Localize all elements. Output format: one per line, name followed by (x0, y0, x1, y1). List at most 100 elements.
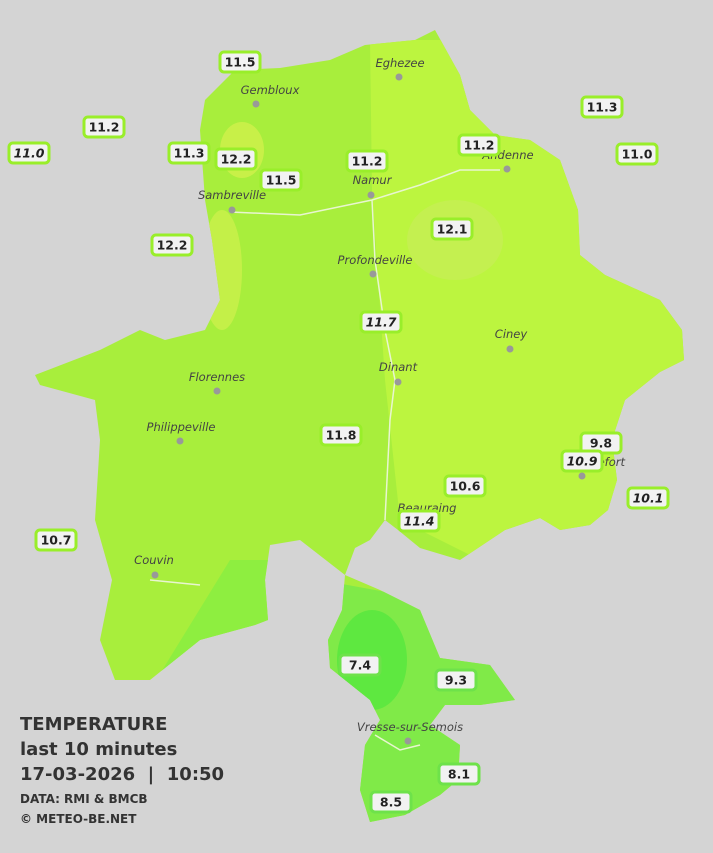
station-value: 9.8 (590, 436, 612, 451)
station-value: 7.4 (349, 658, 371, 673)
station-value: 11.5 (266, 173, 297, 188)
city-name: Ciney (495, 327, 528, 341)
stations: 11.5 11.2 11.0 11.3 12.2 11.5 11.2 11.2 11.3 11.0… (7, 50, 670, 814)
city-dot (503, 165, 511, 173)
station-box (626, 486, 670, 510)
station-box (443, 474, 487, 498)
legend-copyright: © METEO-BE.NET (20, 812, 137, 826)
city-name: Vresse-sur-Semois (357, 720, 463, 734)
station: 11.2 (345, 149, 389, 173)
city-name: Florennes (189, 370, 245, 384)
station: 8.5 (369, 790, 413, 814)
city-dot (369, 270, 377, 278)
city-dot (213, 387, 221, 395)
station-box (34, 528, 78, 552)
station-box (359, 310, 403, 334)
station-value: 11.8 (326, 428, 357, 443)
station-box (580, 95, 624, 119)
city-dot (395, 73, 403, 81)
station-box (369, 790, 413, 814)
station: 11.3 (580, 95, 624, 119)
station: 10.6 (443, 474, 487, 498)
station-value: 11.7 (366, 315, 397, 330)
station-box (345, 149, 389, 173)
station: 12.1 (430, 217, 474, 241)
station-box (560, 449, 604, 473)
station: 11.7 (359, 310, 403, 334)
station-box (615, 142, 659, 166)
station: 8.1 (437, 762, 481, 786)
cool-zone (320, 580, 530, 822)
station-box (167, 141, 211, 165)
station: 9.8 (579, 431, 623, 455)
city-dot (151, 571, 159, 579)
station: 11.8 (319, 423, 363, 447)
station-value: 12.1 (437, 222, 468, 237)
station-value: 11.2 (352, 154, 383, 169)
legend-source: DATA: RMI & BMCB (20, 792, 148, 806)
station-value: 11.2 (464, 138, 495, 153)
station-value: 11.0 (14, 146, 45, 161)
station-value: 12.2 (157, 238, 188, 253)
station-value: 10.1 (633, 491, 664, 506)
station: 12.2 (214, 147, 258, 171)
station-box (434, 668, 478, 692)
station-box (150, 233, 194, 257)
legend: TEMPERATURE last 10 minutes 17-03-2026 |… (20, 714, 224, 826)
city-name: Couvin (134, 553, 174, 567)
station-value: 8.1 (448, 767, 470, 782)
station: 12.2 (150, 233, 194, 257)
station: 11.2 (457, 133, 501, 157)
station-value: 11.0 (622, 147, 653, 162)
station-value: 11.5 (225, 55, 256, 70)
east-zone (370, 40, 684, 560)
station-value: 11.2 (89, 120, 120, 135)
station-box (457, 133, 501, 157)
city-dot (394, 378, 402, 386)
station-box (430, 217, 474, 241)
station-value: 10.7 (41, 533, 72, 548)
station: 11.2 (82, 115, 126, 139)
city-dot (176, 437, 184, 445)
station-value: 9.3 (445, 673, 467, 688)
legend-period: last 10 minutes (20, 739, 177, 760)
station: 11.3 (167, 141, 211, 165)
station-value: 10.6 (450, 479, 481, 494)
city-name: Dinant (379, 360, 418, 374)
station: 11.0 (615, 142, 659, 166)
city-dot (404, 737, 412, 745)
city-name: Sambreville (198, 188, 266, 202)
station: 7.4 (338, 653, 382, 677)
station-box (397, 509, 441, 533)
city-name: Gembloux (241, 83, 300, 97)
city-dot (578, 472, 586, 480)
city-name: Eghezee (375, 56, 424, 70)
station-value: 11.3 (587, 100, 618, 115)
station: 11.0 (7, 141, 51, 165)
legend-timestamp: 17-03-2026 | 10:50 (20, 764, 224, 785)
station: 10.1 (626, 486, 670, 510)
city-name: Philippeville (147, 420, 216, 434)
station-box (437, 762, 481, 786)
city-dot (228, 206, 236, 214)
station: 10.7 (34, 528, 78, 552)
station-box (218, 50, 262, 74)
city-name: Namur (353, 173, 393, 187)
warm-zone (202, 210, 242, 330)
station-box (338, 653, 382, 677)
station-box (82, 115, 126, 139)
station-box (319, 423, 363, 447)
station: 11.5 (218, 50, 262, 74)
station-value: 8.5 (380, 795, 402, 810)
station: 10.9 (560, 449, 604, 473)
city-name: Profondeville (338, 253, 413, 267)
station-box (7, 141, 51, 165)
station-value: 11.4 (404, 514, 435, 529)
legend-title: TEMPERATURE (20, 714, 167, 735)
station-value: 11.3 (174, 146, 205, 161)
station-box (214, 147, 258, 171)
station-value: 10.9 (567, 454, 598, 469)
station-box (259, 168, 303, 192)
